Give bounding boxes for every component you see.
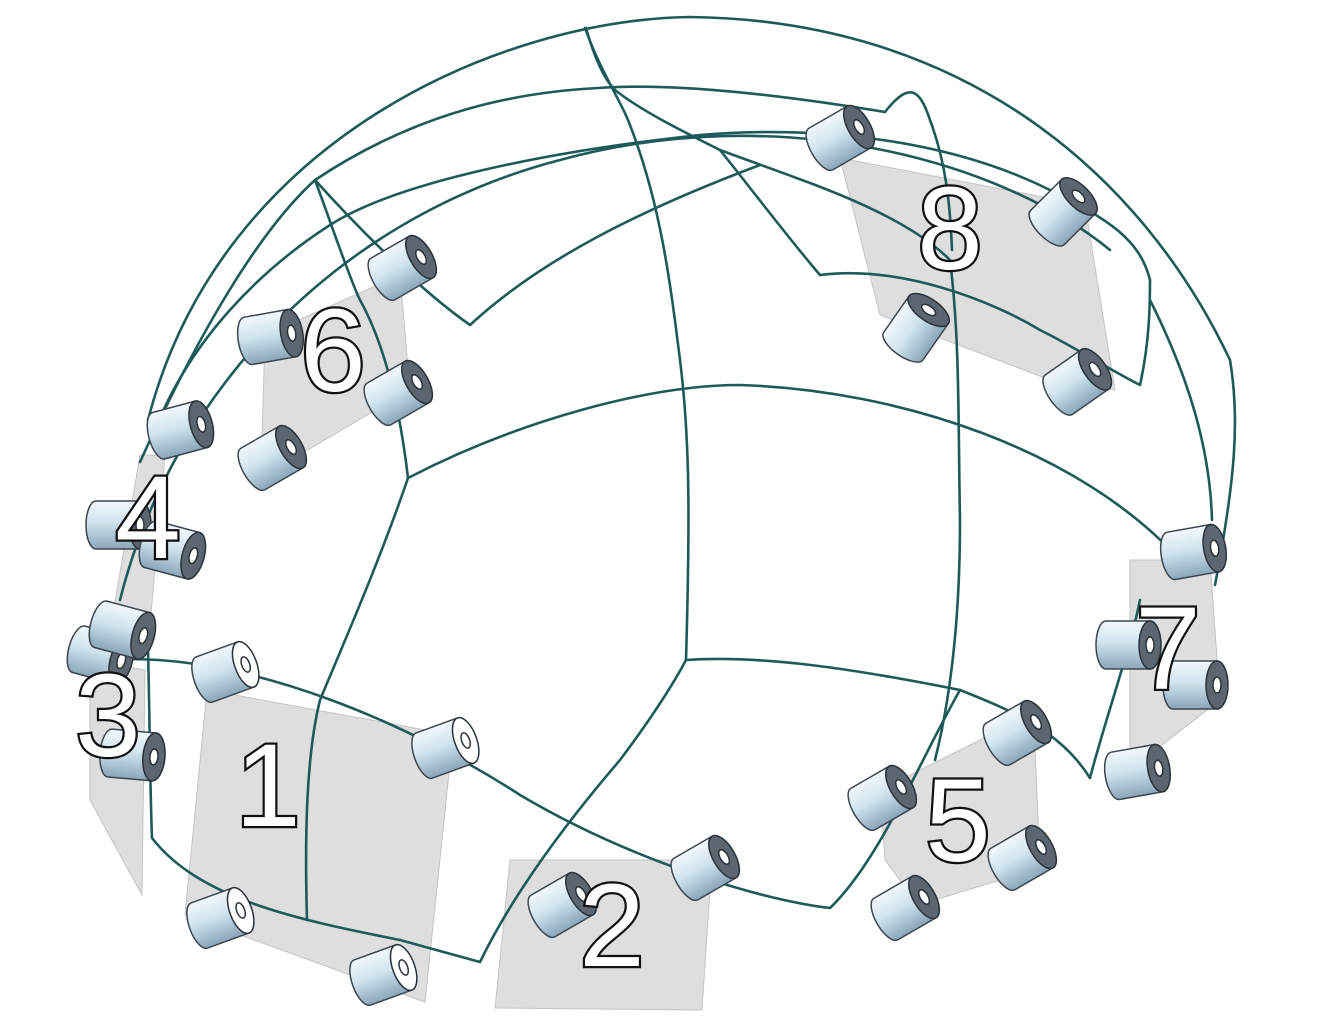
- panel-label-4: 4: [115, 452, 181, 584]
- spacer-cylinder-panel-1: [411, 716, 480, 780]
- spacer-cylinder-panel-5: [987, 824, 1058, 892]
- spacer-cylinder-panel-5: [982, 699, 1053, 767]
- spacer-cylinder-panel-7: [1159, 523, 1228, 581]
- spacer-cylinder-panel-6: [237, 424, 308, 492]
- spacer-cylinder-panel-5: [847, 764, 918, 832]
- spacer-cylinder-panel-2: [527, 871, 598, 939]
- panel-label-8: 8: [917, 163, 983, 295]
- spacer-cylinder-panel-7: [1162, 660, 1229, 710]
- panel-label-7: 7: [1135, 583, 1201, 715]
- spacer-cylinder-panel-7: [1103, 743, 1172, 801]
- helmet-wireframe: [103, 15, 1237, 964]
- panel-label-6: 6: [300, 285, 366, 417]
- spacer-cylinder-panel-1: [191, 640, 260, 704]
- spacer-cylinder-panel-4: [146, 400, 215, 460]
- panel-label-2: 2: [579, 860, 645, 992]
- spacer-cylinder-panel-8: [882, 292, 951, 363]
- spacer-cylinder-panel-2: [670, 834, 741, 902]
- panel-label-3: 3: [75, 650, 141, 782]
- spacer-cylinder-panel-8: [1028, 177, 1098, 247]
- spacer-cylinder-panel-4: [138, 520, 207, 580]
- panel-label-5: 5: [925, 755, 991, 887]
- spacer-group: [66, 104, 1229, 1007]
- spacer-cylinder-panel-8: [1042, 347, 1113, 416]
- panel-label-1: 1: [235, 720, 301, 852]
- spacer-cylinder-panel-1: [349, 943, 418, 1007]
- spacer-cylinder-panel-1: [186, 886, 255, 950]
- spacer-cylinder-panel-6: [367, 234, 438, 302]
- spacer-cylinder-panel-8: [805, 104, 876, 172]
- spacer-cylinder-panel-5: [870, 874, 941, 942]
- panel-pads: [89, 157, 1221, 1011]
- spacer-cylinder-panel-3: [88, 600, 157, 660]
- spacer-cylinder-panel-3: [99, 728, 166, 782]
- spacer-cylinder-panel-6: [236, 308, 305, 366]
- spacer-cylinder-panel-7: [1095, 620, 1162, 670]
- panel-labels: 1 2 3 4 5 6 7 8: [73, 161, 1203, 995]
- spacer-cylinder-panel-6: [363, 359, 434, 427]
